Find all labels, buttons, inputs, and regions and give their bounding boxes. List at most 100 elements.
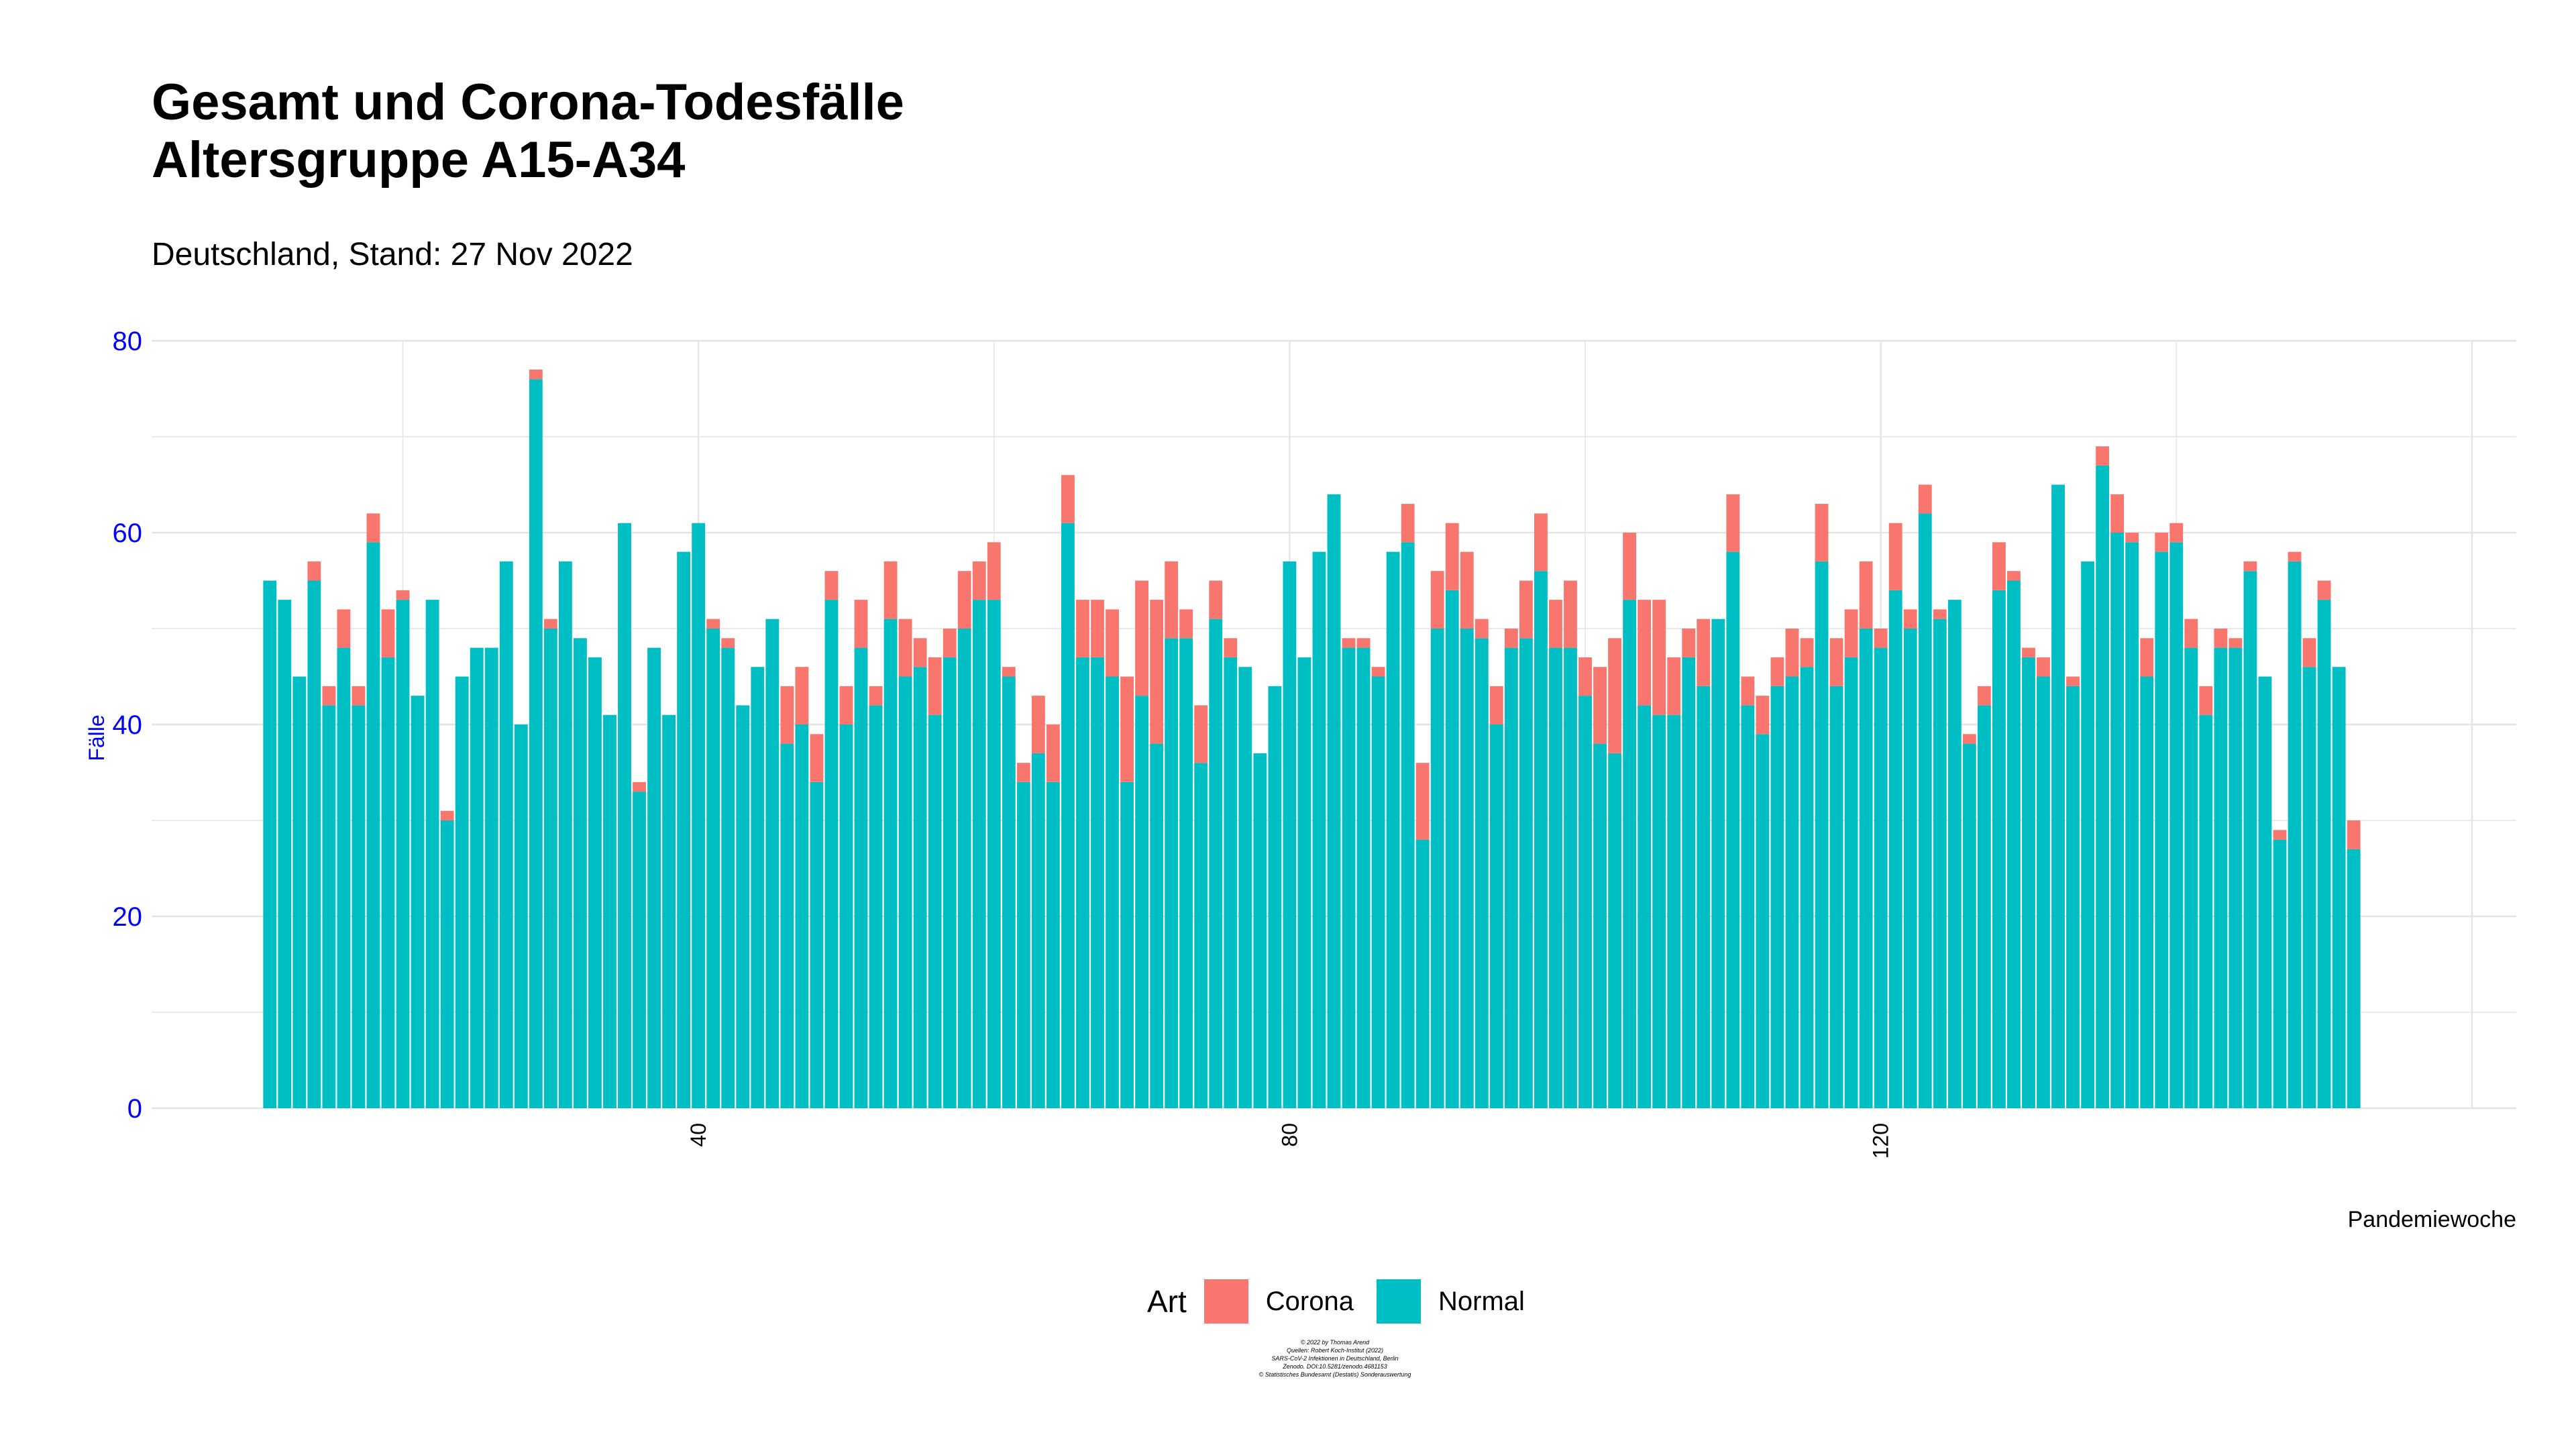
bar-corona	[440, 810, 454, 820]
bar-normal	[1224, 657, 1238, 1108]
bar-normal	[2037, 676, 2050, 1108]
bar-normal	[1016, 782, 1030, 1108]
bar-normal	[1785, 676, 1799, 1108]
bar-normal	[1386, 551, 1400, 1108]
bar-normal	[1593, 743, 1607, 1108]
bar-corona	[1888, 523, 1902, 590]
bar-corona	[810, 734, 824, 782]
bar-corona	[1179, 609, 1193, 639]
bar-normal	[1150, 743, 1164, 1108]
bar-normal	[1179, 638, 1193, 1108]
bar-normal	[1741, 705, 1755, 1108]
bar-normal	[1903, 629, 1917, 1108]
bar-corona	[2037, 657, 2050, 677]
bar-corona	[1638, 600, 1652, 706]
bar-corona	[1593, 667, 1607, 744]
bar-normal	[1623, 600, 1637, 1108]
bar-normal	[677, 551, 691, 1108]
bar-normal	[1253, 753, 1267, 1108]
bar-normal	[514, 724, 528, 1108]
bar-normal	[928, 714, 942, 1108]
bar-normal	[588, 657, 602, 1108]
bar-normal	[2332, 667, 2346, 1108]
bar-normal	[1652, 714, 1666, 1108]
bar-normal	[1120, 782, 1134, 1108]
bar-normal	[1638, 705, 1652, 1108]
bar-corona	[2066, 676, 2080, 686]
bar-normal	[1711, 619, 1725, 1108]
bar-normal	[2022, 657, 2035, 1108]
bar-corona	[1726, 494, 1740, 552]
bar-normal	[1815, 561, 1829, 1108]
legend-key-normal	[1376, 1279, 1421, 1324]
bar-normal	[1046, 782, 1060, 1108]
bar-normal	[1415, 839, 1430, 1108]
bar-normal	[765, 619, 780, 1108]
bar-normal	[1445, 590, 1459, 1108]
bar-corona	[1859, 561, 1873, 629]
bar-normal	[1770, 686, 1784, 1108]
bar-normal	[1697, 686, 1711, 1108]
bar-normal	[2214, 647, 2228, 1108]
bar-normal	[1489, 724, 1503, 1108]
bar-corona	[2214, 629, 2228, 648]
bar-normal	[292, 676, 307, 1108]
bar-normal	[2302, 667, 2316, 1108]
bar-series-group	[263, 369, 2361, 1109]
bar-normal	[470, 647, 484, 1108]
bar-normal	[263, 580, 277, 1108]
bar-corona	[2199, 686, 2213, 715]
bar-corona	[972, 561, 986, 600]
legend-key-corona	[1203, 1279, 1248, 1324]
chart-title-line-2: Altersgruppe A15-A34	[152, 131, 686, 189]
bar-corona	[529, 369, 543, 380]
bar-normal	[2273, 839, 2287, 1108]
bar-normal	[603, 714, 616, 1108]
bar-normal	[1371, 676, 1385, 1108]
bar-normal	[957, 629, 971, 1108]
bar-corona	[1489, 686, 1503, 724]
bar-normal	[1726, 551, 1740, 1108]
bar-corona	[1829, 638, 1843, 686]
bar-normal	[662, 714, 676, 1108]
bar-normal	[795, 724, 809, 1108]
bar-normal	[278, 600, 292, 1108]
bar-corona	[1564, 580, 1577, 648]
legend-title: Art	[1147, 1284, 1187, 1319]
bar-normal	[307, 580, 321, 1108]
bar-normal	[2007, 580, 2021, 1108]
bar-corona	[1682, 629, 1696, 657]
bar-normal	[2155, 551, 2169, 1108]
bar-corona	[780, 686, 794, 744]
bar-corona	[1091, 600, 1104, 657]
bar-normal	[1430, 629, 1444, 1108]
bar-normal	[1297, 657, 1311, 1108]
bar-corona	[352, 686, 366, 706]
bar-corona	[1874, 629, 1888, 648]
bar-corona	[381, 609, 395, 657]
bar-corona	[1209, 580, 1223, 619]
bar-corona	[543, 619, 557, 629]
caption-line: © Statistisches Bundesamt (Destatis) Son…	[1258, 1371, 1411, 1378]
bar-corona	[883, 561, 898, 619]
legend-label-normal: Normal	[1438, 1286, 1525, 1316]
bar-normal	[1874, 647, 1888, 1108]
bar-normal	[2051, 484, 2065, 1108]
bar-corona	[1903, 609, 1917, 629]
bar-corona	[1578, 657, 1592, 696]
bar-normal	[322, 705, 336, 1108]
bar-normal	[1977, 705, 1991, 1108]
caption-line: SARS-CoV-2 Infektionen in Deutschland, B…	[1271, 1355, 1399, 1362]
bar-normal	[411, 696, 425, 1108]
bar-corona	[1756, 696, 1770, 735]
bar-corona	[913, 638, 927, 667]
bar-corona	[1844, 609, 1858, 657]
bar-corona	[1608, 638, 1622, 753]
bar-corona	[2007, 571, 2021, 581]
bar-normal	[558, 561, 572, 1108]
bar-corona	[1120, 676, 1134, 782]
bar-corona	[824, 571, 839, 600]
bar-normal	[1091, 657, 1104, 1108]
bar-corona	[1224, 638, 1238, 657]
bar-normal	[1106, 676, 1119, 1108]
